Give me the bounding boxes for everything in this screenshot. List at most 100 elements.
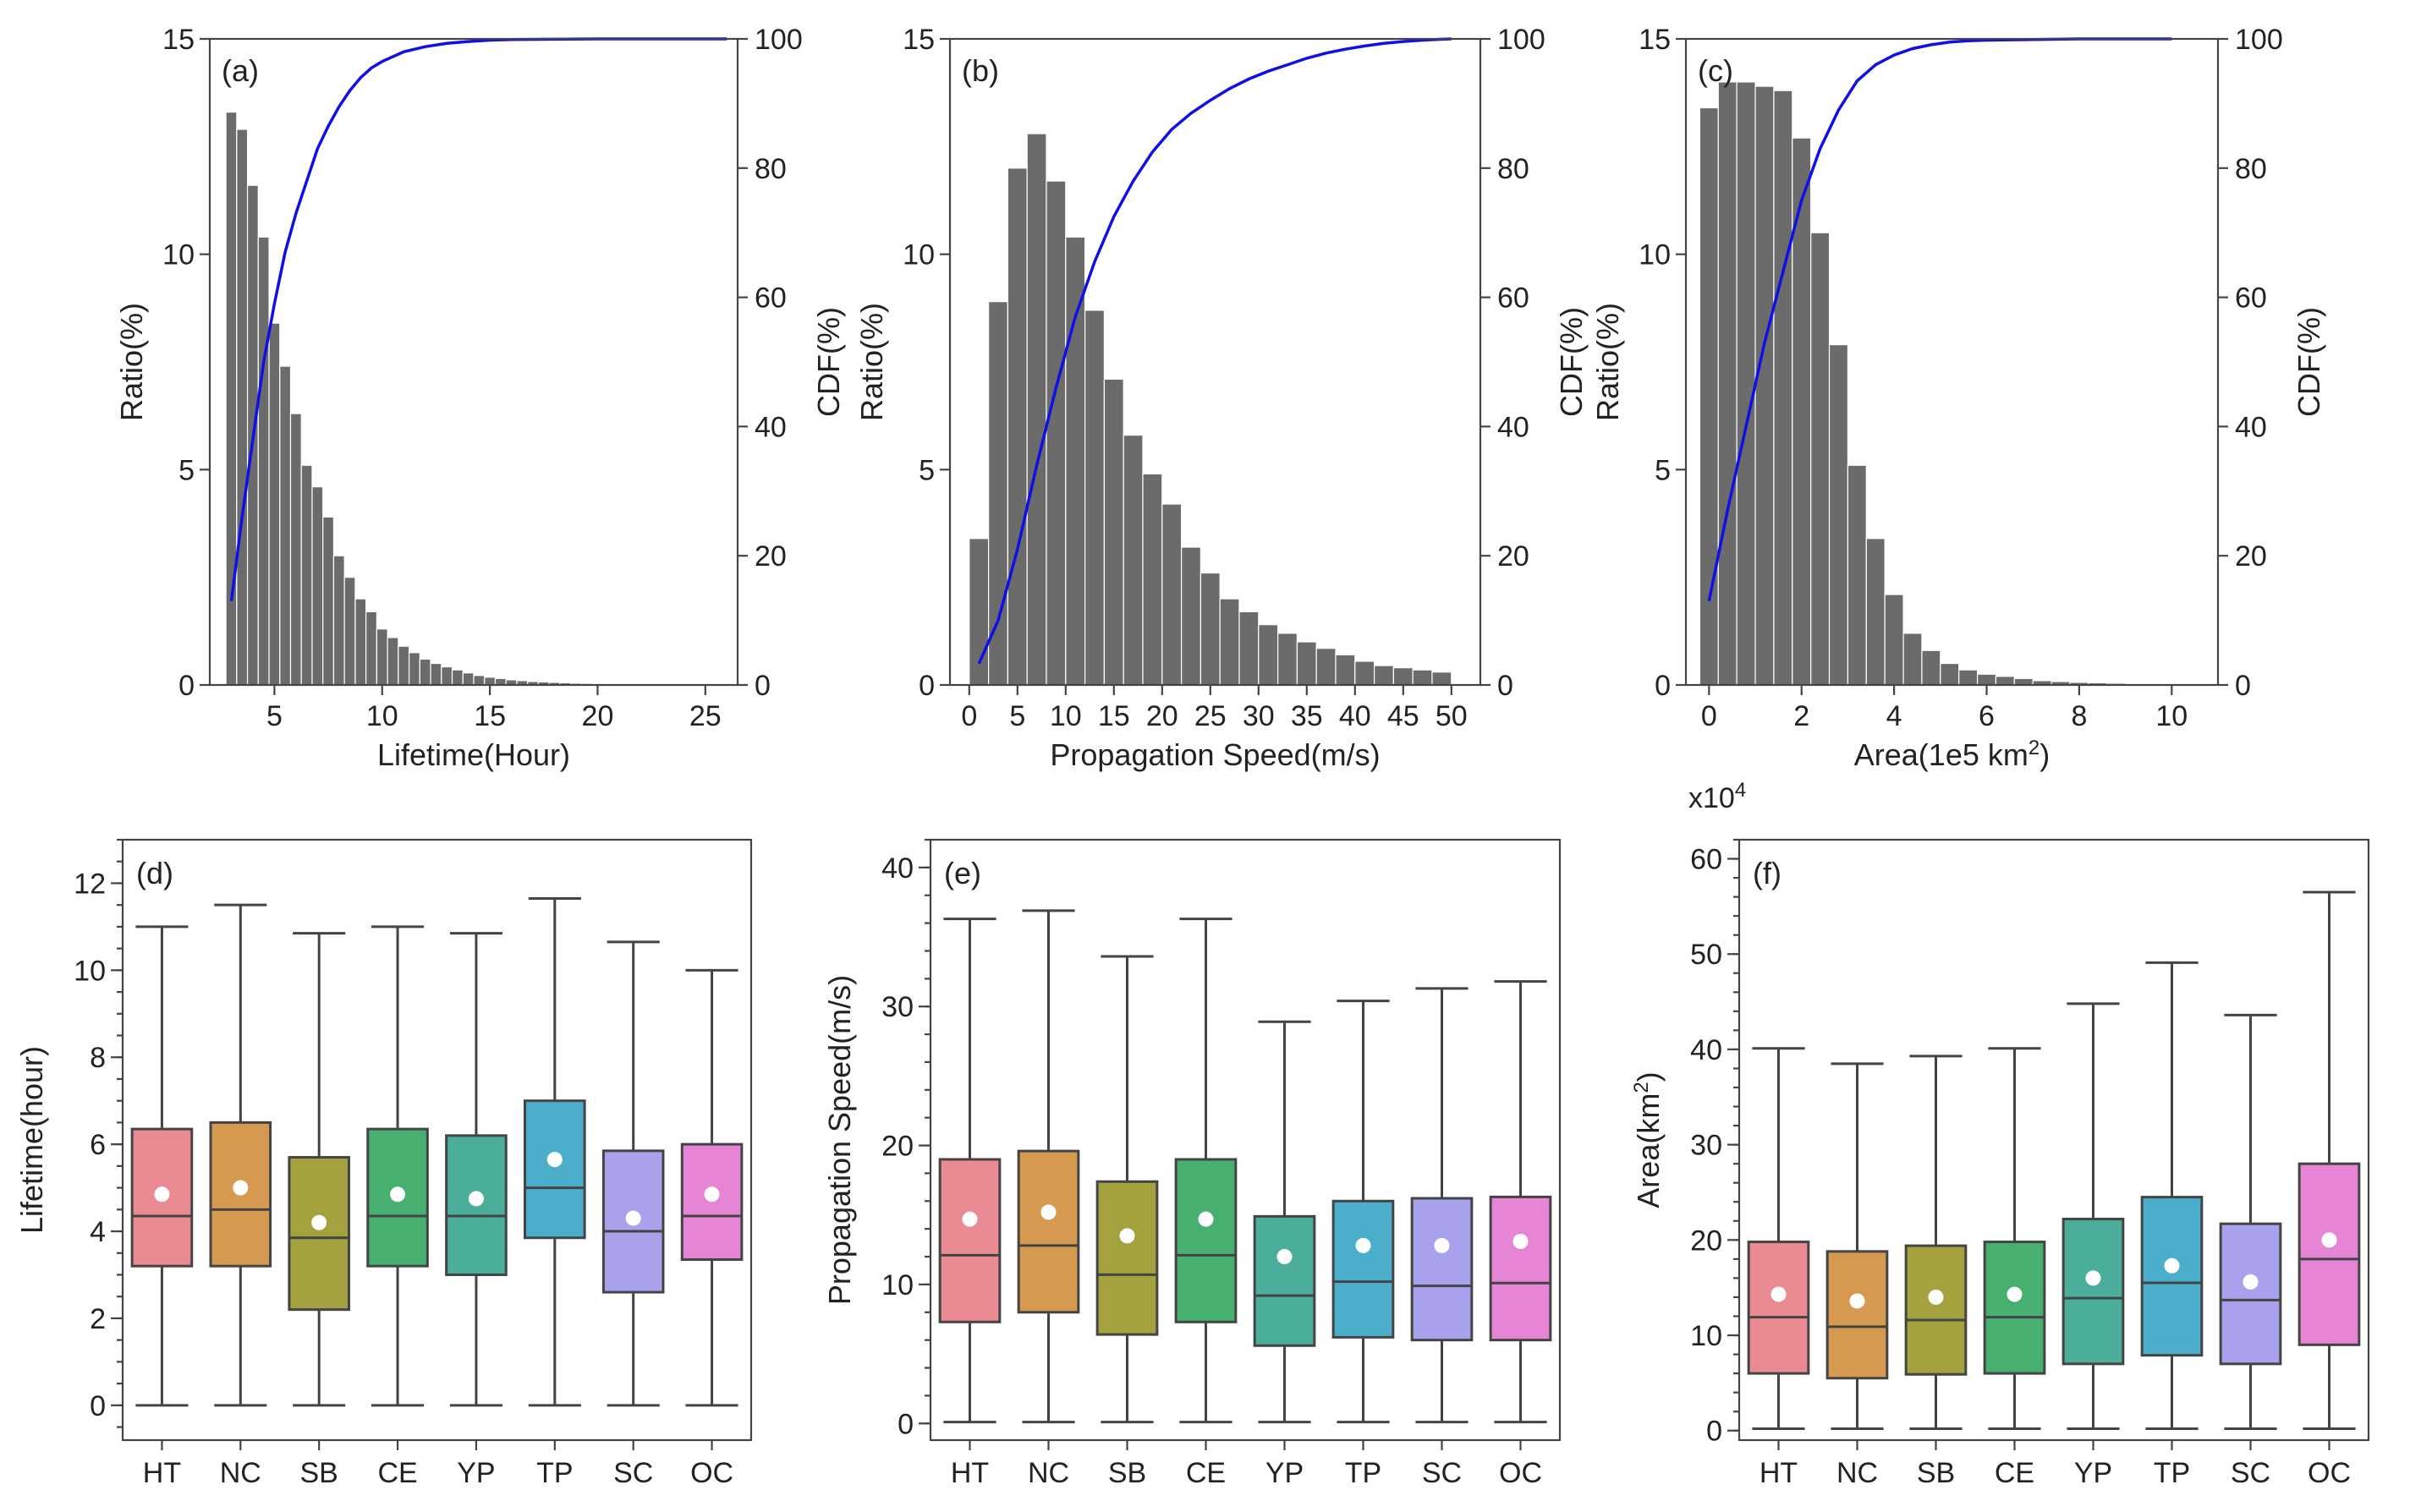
mean-marker — [1355, 1237, 1371, 1253]
category-label: TP — [536, 1457, 573, 1489]
x-axis-label: Lifetime(Hour) — [377, 737, 570, 772]
histogram-bar — [343, 577, 356, 686]
category-label: NC — [220, 1457, 261, 1489]
histogram-bar — [1238, 611, 1260, 686]
histogram-bar — [1142, 473, 1163, 686]
y-axis-label: Ratio(%) — [854, 303, 889, 421]
y2-tick-label: 60 — [2235, 282, 2267, 315]
panel-f-area-boxplot: 0 10 20 30 40 50 60 HT NC SB CE YP TP SC OC (f) Area(km2… — [1630, 779, 2370, 1489]
y-axis-label: Area(km2) — [1630, 1071, 1666, 1208]
y-tick-label: 0 — [898, 1408, 914, 1440]
mean-marker — [2243, 1274, 2259, 1290]
iqr-box — [1331, 1199, 1395, 1339]
box-TP — [2140, 961, 2204, 1430]
histogram-bar — [1865, 538, 1886, 686]
iqr-box — [1904, 1244, 1968, 1376]
box-SC — [601, 940, 665, 1407]
histogram-bar — [1754, 85, 1775, 686]
y2-tick-label: 40 — [755, 411, 787, 443]
histogram-bar — [441, 666, 453, 686]
category-label: SC — [1422, 1457, 1462, 1489]
histogram-bar — [1219, 598, 1240, 686]
histogram-bar — [1123, 434, 1144, 686]
histogram-bar — [473, 675, 486, 686]
histogram-bar — [1810, 232, 1831, 686]
histogram-bar — [408, 652, 420, 686]
iqr-box — [1983, 1241, 2046, 1375]
y-tick-label: 15 — [903, 24, 935, 56]
histogram-bar — [1276, 633, 1298, 686]
histogram-bar — [1392, 667, 1414, 686]
mean-marker — [2321, 1232, 2337, 1248]
histogram-bar — [1084, 310, 1105, 686]
mean-marker — [390, 1186, 406, 1202]
histogram-bar — [268, 322, 281, 686]
y-tick-label: 5 — [1655, 454, 1671, 486]
y2-tick-label: 20 — [755, 540, 787, 572]
histogram-bar — [1736, 81, 1756, 686]
panel-b-speed-histogram: 0 5 10 15 20 25 30 35 40 45 50051015020406080100(b… — [854, 24, 1589, 772]
box-SB — [1904, 1055, 1968, 1430]
iqr-box — [1747, 1241, 1810, 1375]
category-label: SC — [613, 1457, 653, 1489]
histogram-bar — [236, 129, 249, 686]
mean-marker — [704, 1186, 720, 1202]
category-label: OC — [690, 1457, 733, 1489]
y-tick-label: 0 — [919, 670, 935, 702]
histogram-bar — [332, 555, 345, 686]
plot-frame — [1738, 838, 2370, 1442]
histogram-bar — [451, 669, 464, 686]
histogram-bar — [1200, 572, 1221, 686]
iqr-box — [1410, 1197, 1474, 1342]
panel-a-lifetime-histogram: 5 10 15 20 25 0 5 10 15 0 20 40 60 80 100 (a) Ratio(%) CD… — [114, 24, 846, 772]
y-tick-label: 40 — [1690, 1034, 1722, 1066]
histogram-bar — [1046, 180, 1067, 686]
box-NC — [209, 903, 272, 1407]
y-tick-label: 40 — [881, 852, 914, 885]
box-SB — [288, 932, 350, 1407]
panel-label: (b) — [962, 53, 999, 88]
x-tick-label: 5 — [266, 700, 283, 732]
category-label: SB — [1917, 1457, 1955, 1489]
mean-marker — [233, 1180, 249, 1196]
y-tick-label: 8 — [90, 1042, 106, 1074]
histogram-bar — [494, 677, 507, 686]
category-label: SC — [2231, 1457, 2270, 1489]
box-CE — [1983, 1047, 2046, 1430]
axis-multiplier: x104 — [1688, 779, 1746, 815]
y-tick-label: 0 — [1706, 1416, 1722, 1448]
plot-frame — [121, 838, 753, 1442]
histogram-bar — [1884, 594, 1904, 686]
mean-marker — [1928, 1289, 1944, 1305]
mean-marker — [546, 1152, 563, 1168]
box-YP — [2061, 1002, 2125, 1430]
y2-tick-label: 80 — [755, 153, 787, 185]
iqr-box — [938, 1158, 1002, 1323]
mean-marker — [154, 1186, 170, 1202]
y2-tick-label: 40 — [2235, 411, 2267, 443]
iqr-box — [524, 1099, 586, 1240]
category-label: CE — [1995, 1457, 2034, 1489]
box-HT — [130, 925, 194, 1407]
panel-label: (a) — [222, 53, 259, 88]
x-tick-label: 30 — [1243, 700, 1275, 732]
histogram-bar — [289, 413, 302, 686]
y2-tick-label: 20 — [2235, 540, 2267, 572]
mean-marker — [962, 1211, 978, 1227]
iqr-box — [2140, 1196, 2204, 1357]
histogram-bar — [1315, 648, 1337, 686]
category-label: OC — [2308, 1457, 2351, 1489]
x-tick-label: 10 — [1050, 700, 1082, 732]
box-NC — [1825, 1062, 1889, 1430]
y-tick-label: 12 — [74, 868, 106, 900]
iqr-box — [680, 1142, 744, 1261]
x-tick-label: 25 — [1194, 700, 1227, 732]
y2-tick-label: 100 — [1497, 24, 1545, 56]
histogram-bar — [398, 645, 410, 686]
histogram-bar — [387, 637, 399, 686]
mean-marker — [1434, 1237, 1450, 1253]
plot-frame — [948, 37, 1482, 687]
y2-axis-label: CDF(%) — [1554, 307, 1589, 417]
box-TP — [1331, 1000, 1395, 1424]
